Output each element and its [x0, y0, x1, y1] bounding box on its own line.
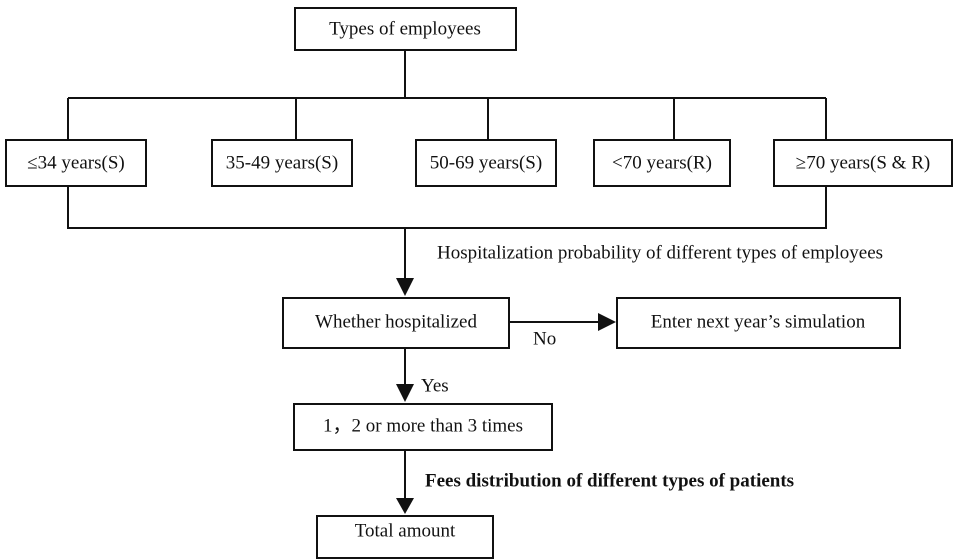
node-label: ≥70 years(S & R)	[796, 152, 930, 173]
arrow-head	[396, 278, 414, 296]
node-label: Whether hospitalized	[315, 311, 477, 332]
node-box	[5, 139, 147, 187]
node-box	[293, 403, 553, 451]
node-box	[593, 139, 731, 187]
edge-label: Fees distribution of different types of …	[425, 470, 794, 491]
node-box	[616, 297, 901, 349]
edge-label: Yes	[421, 375, 449, 396]
node-label: 1，2 or more than 3 times	[323, 415, 523, 436]
node-box	[294, 7, 517, 51]
edge-label: No	[533, 328, 556, 349]
arrow-head	[598, 313, 616, 331]
node-box	[316, 515, 494, 559]
node-label: Types of employees	[329, 18, 481, 39]
node-box	[773, 139, 953, 187]
connector	[67, 186, 827, 229]
node-label: <70 years(R)	[612, 152, 712, 173]
node-label: ≤34 years(S)	[27, 152, 125, 173]
edge-label: Hospitalization probability of different…	[437, 242, 883, 263]
node-label: 50-69 years(S)	[430, 152, 542, 173]
node-box	[282, 297, 510, 349]
node-box	[415, 139, 557, 187]
node-label: Enter next year’s simulation	[651, 311, 866, 332]
node-label: 35-49 years(S)	[226, 152, 338, 173]
arrow-head	[396, 498, 414, 514]
node-box	[211, 139, 353, 187]
arrow-head	[396, 384, 414, 402]
node-label: Total amount	[355, 520, 456, 541]
